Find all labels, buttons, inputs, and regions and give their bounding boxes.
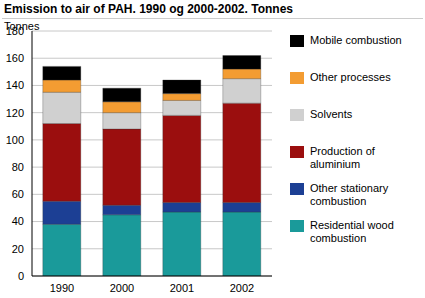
svg-text:2001: 2001	[170, 282, 194, 294]
svg-text:2000: 2000	[110, 282, 134, 294]
svg-text:160: 160	[8, 52, 24, 64]
svg-text:60: 60	[12, 188, 24, 200]
svg-text:0: 0	[18, 270, 24, 282]
svg-text:100: 100	[8, 134, 24, 146]
svg-text:2002: 2002	[230, 282, 254, 294]
svg-text:120: 120	[8, 107, 24, 119]
svg-text:1990: 1990	[50, 282, 74, 294]
svg-text:40: 40	[12, 215, 24, 227]
svg-text:20: 20	[12, 243, 24, 255]
svg-text:140: 140	[8, 79, 24, 91]
svg-text:80: 80	[12, 161, 24, 173]
svg-text:180: 180	[8, 26, 24, 37]
